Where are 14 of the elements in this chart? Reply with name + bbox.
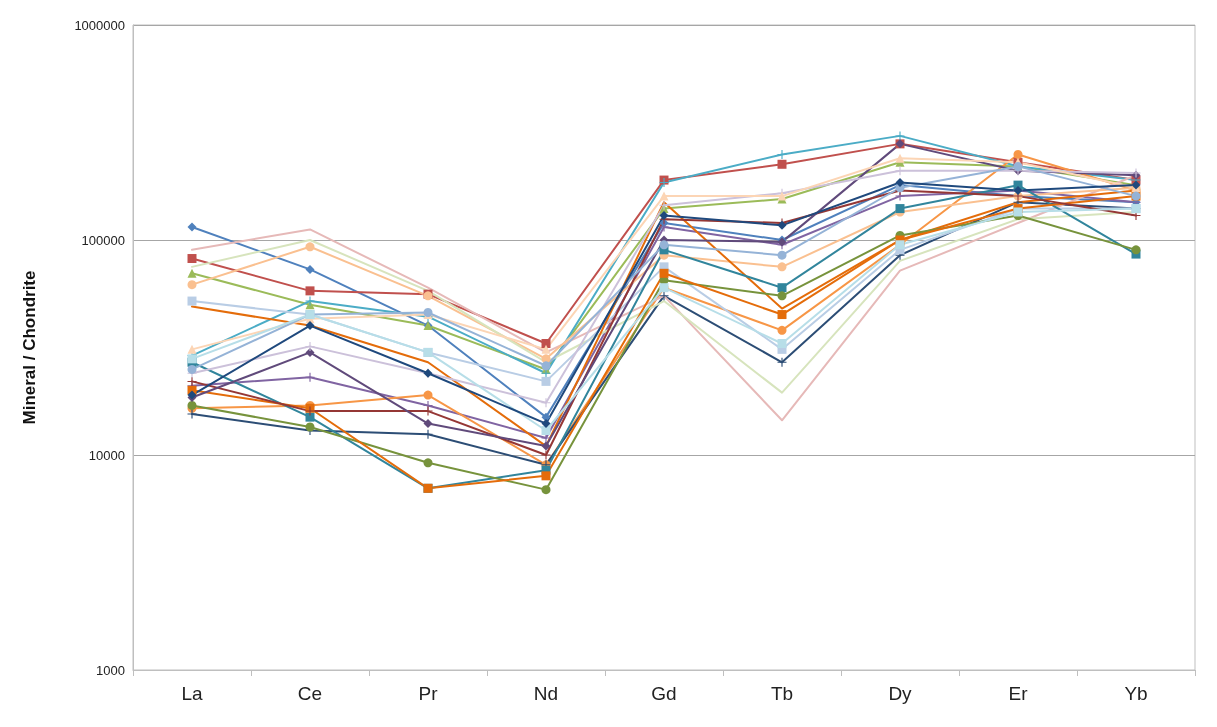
x-tick-label: Gd — [651, 683, 677, 704]
y-tick-label: 1000 — [96, 662, 125, 678]
x-tick-label: Yb — [1124, 683, 1148, 704]
x-tick-label: La — [181, 683, 203, 704]
y-tick-label: 100000 — [81, 232, 125, 248]
x-tick-label: Dy — [888, 683, 913, 704]
y-tick-label: 10000 — [88, 447, 125, 463]
x-tick-label: Er — [1008, 683, 1029, 704]
y-axis-title: Mineral / Chondrite — [20, 270, 39, 425]
x-tick-label: Tb — [770, 683, 794, 704]
x-tick-label: Nd — [533, 683, 559, 704]
x-tick-label: Pr — [418, 683, 439, 704]
x-tick-label: Ce — [297, 683, 323, 704]
y-tick-label: 1000000 — [74, 17, 125, 33]
